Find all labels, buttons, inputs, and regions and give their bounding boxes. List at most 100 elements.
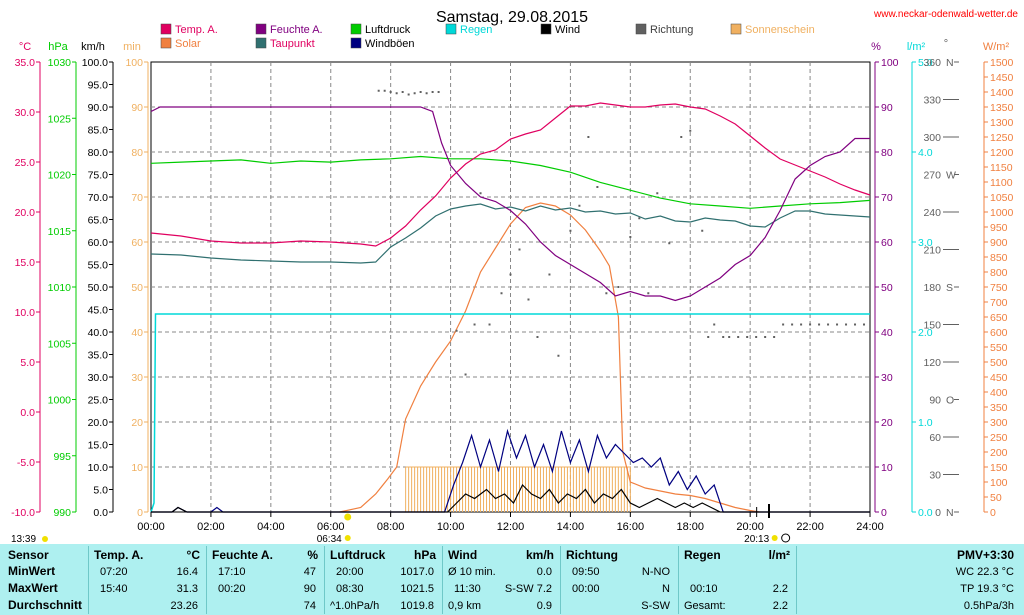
col-rain: Regen l/m² 00:10 2.2 Gesamt: 2.2 — [684, 544, 790, 615]
sunset-sun-icon — [771, 535, 778, 541]
tick-label: 10 — [131, 462, 143, 474]
legend-swatch — [350, 37, 362, 49]
wind-max-value: S-SW 7.2 — [504, 583, 552, 595]
press-max-value: 1021.5 — [400, 583, 434, 595]
dir-avg-value: S-SW — [641, 600, 670, 612]
tick-label: 5.0 — [20, 357, 35, 369]
direction-point — [569, 229, 572, 232]
weather-chart: Samstag, 29.08.2015 www.neckar-odenwald-… — [11, 9, 1018, 544]
tick-label: 0 — [935, 507, 941, 519]
row-label-min: MinWert — [8, 564, 56, 578]
tick-label: 20 — [881, 417, 893, 429]
tick-label: 1.0 — [918, 417, 933, 429]
legend-label: Regen — [460, 24, 492, 36]
temp-max-time: 15:40 — [100, 583, 128, 595]
legend-swatch — [160, 37, 172, 49]
legend-swatch — [445, 23, 457, 35]
direction-point — [419, 91, 422, 93]
tick-label: 40.0 — [88, 327, 109, 339]
x-tick-label: 20:00 — [736, 521, 764, 533]
moon-icon — [781, 533, 791, 543]
hdr-wind: Wind — [448, 548, 478, 562]
tick-label: 100 — [990, 477, 1008, 489]
tick-label: 95.0 — [88, 80, 109, 92]
tick-label: 1000 — [48, 395, 72, 407]
tick-label: 100 — [125, 57, 143, 69]
legend-swatch — [540, 23, 552, 35]
tick-label: 35.0 — [15, 57, 36, 69]
tick-label: 10.0 — [15, 307, 36, 319]
legend-label: Windböen — [365, 38, 415, 50]
divider — [206, 546, 207, 614]
dir-max-value: N — [662, 583, 670, 595]
direction-point — [764, 336, 767, 338]
direction-point — [536, 336, 539, 338]
direction-point — [401, 91, 404, 93]
tick-label: 1250 — [990, 132, 1014, 144]
legend: Temp. A. Feuchte A. Luftdruck Regen Wind Rich… — [160, 23, 815, 50]
hum-min-value: 47 — [303, 566, 316, 578]
hum-min-time: 17:10 — [218, 566, 246, 578]
series-layer — [150, 89, 871, 513]
hdr-temp: Temp. A. — [94, 548, 144, 562]
axes: 35.0 30.0 25.0 20.0 15.0 10.0 5.0 0.0 -5.0 -10.0 1… — [11, 57, 1013, 533]
hdr-rain: Regen — [684, 548, 721, 562]
site-url[interactable]: www.neckar-odenwald-wetter.de — [873, 9, 1018, 20]
tick-label: 1150 — [990, 162, 1013, 174]
legend-label: Taupunkt — [270, 38, 315, 50]
tick-label: N — [946, 507, 954, 519]
x-tick-label: 06:00 — [317, 521, 345, 533]
temp-min-value: 16.4 — [176, 566, 198, 578]
col-direction: Richtung 09:50 N-NO 00:00 N S-SW — [566, 544, 672, 615]
direction-point — [395, 92, 398, 95]
direction-point — [791, 323, 794, 326]
wind-min-value: 0.0 — [536, 566, 552, 578]
direction-point — [827, 323, 830, 326]
tick-label: 60 — [881, 237, 893, 249]
tick-label: 300 — [923, 132, 941, 144]
direction-point — [578, 204, 581, 207]
direction-point — [737, 336, 740, 338]
legend-label: Luftdruck — [365, 24, 411, 36]
legend-label: Sonnenschein — [745, 24, 815, 36]
rain-total-label: Gesamt: — [684, 600, 726, 612]
moonrise-time: 13:39 — [11, 534, 36, 544]
tick-label: 3.0 — [918, 237, 933, 249]
tick-label: S — [946, 282, 953, 294]
tick-label: 150 — [990, 462, 1008, 474]
press-max-time: 08:30 — [336, 583, 364, 595]
tick-label: 200 — [990, 447, 1008, 459]
direction-point — [464, 373, 467, 376]
col-humidity: Feuchte A. % 17:10 47 00:20 90 74 — [212, 544, 318, 615]
hdr-sensor: Sensor — [8, 548, 49, 562]
direction-point — [809, 323, 812, 326]
direction-point — [707, 336, 710, 338]
wind-distance: 0,9 km — [448, 600, 482, 612]
tick-label: 5.0 — [918, 57, 933, 69]
tick-label: 210 — [923, 245, 941, 257]
tick-label: 100 — [881, 57, 899, 69]
tick-label: 65.0 — [88, 215, 109, 227]
rain-max-time: 00:10 — [690, 583, 718, 595]
col-temp: Temp. A. °C 07:20 16.4 15:40 31.3 23.26 — [94, 544, 200, 615]
tick-label: 75.0 — [88, 170, 109, 182]
series-rain — [150, 313, 870, 513]
x-tick-label: 16:00 — [617, 521, 645, 533]
direction-point — [773, 336, 776, 338]
pmv-windchill: WC 22.3 °C — [955, 566, 1014, 578]
hdr-pressure: Luftdruck — [330, 548, 386, 562]
legend-swatch — [350, 23, 362, 35]
legend-swatch — [255, 37, 267, 49]
temp-max-value: 31.3 — [176, 583, 198, 595]
tick-label: -5.0 — [17, 457, 35, 469]
tick-label: 80 — [131, 147, 143, 159]
divider — [560, 546, 561, 614]
tick-label: 10 — [881, 462, 893, 474]
x-tick-label: 10:00 — [437, 521, 465, 533]
x-tick-label: 22:00 — [796, 521, 824, 533]
hum-avg-value: 74 — [303, 600, 316, 612]
tick-label: N — [946, 57, 954, 69]
direction-point — [413, 92, 416, 95]
series-solar — [339, 202, 760, 513]
direction-point — [383, 89, 386, 92]
